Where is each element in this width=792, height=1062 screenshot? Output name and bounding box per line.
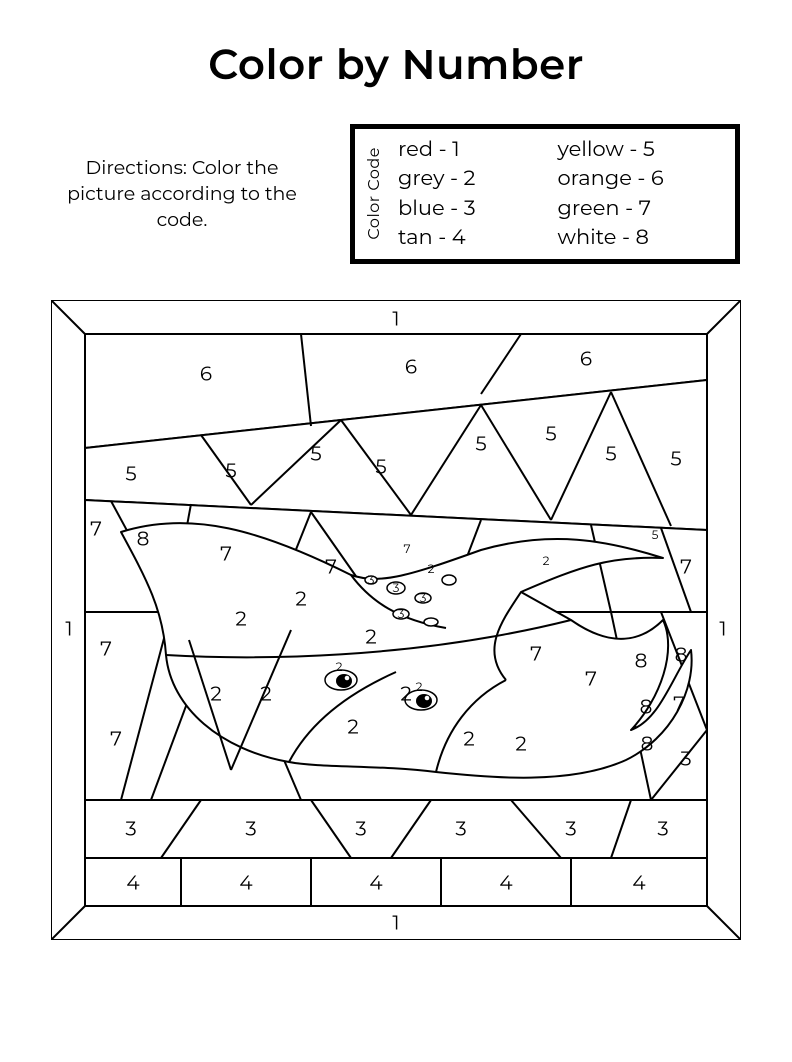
svg-text:8: 8 [640, 695, 653, 719]
svg-text:5: 5 [125, 462, 136, 486]
svg-text:2: 2 [260, 682, 271, 706]
svg-text:3: 3 [393, 581, 400, 596]
color-code-item: grey - 2 [398, 164, 558, 193]
svg-text:3: 3 [565, 817, 576, 841]
svg-text:5: 5 [375, 455, 386, 479]
svg-text:7: 7 [90, 517, 102, 541]
color-code-col-1: red - 1grey - 2blue - 3tan - 4 [398, 135, 558, 253]
svg-text:6: 6 [200, 362, 212, 386]
color-code-item: yellow - 5 [558, 135, 718, 164]
svg-text:3: 3 [455, 817, 466, 841]
svg-text:8: 8 [635, 649, 648, 673]
svg-text:2: 2 [400, 682, 411, 706]
svg-text:8: 8 [641, 732, 654, 756]
svg-text:2: 2 [210, 682, 221, 706]
svg-text:3: 3 [368, 573, 375, 588]
svg-text:7: 7 [220, 542, 232, 566]
color-code-item: blue - 3 [398, 194, 558, 223]
svg-text:1: 1 [719, 617, 726, 641]
svg-text:1: 1 [392, 911, 399, 935]
svg-text:6: 6 [580, 347, 592, 371]
directions-text: Directions: Color the picture according … [52, 155, 312, 232]
svg-text:2: 2 [543, 554, 550, 569]
svg-text:2: 2 [463, 727, 474, 751]
svg-text:2: 2 [515, 732, 526, 756]
svg-text:3: 3 [125, 817, 136, 841]
svg-text:2: 2 [347, 715, 358, 739]
svg-text:5: 5 [605, 442, 616, 466]
page-title: Color by Number [0, 38, 792, 90]
svg-text:6: 6 [405, 355, 417, 379]
svg-text:4: 4 [632, 871, 645, 895]
color-code-label: Color Code [361, 135, 384, 253]
svg-text:1: 1 [392, 307, 399, 331]
svg-text:2: 2 [416, 680, 423, 695]
svg-text:3: 3 [398, 607, 405, 622]
svg-text:2: 2 [365, 625, 376, 649]
svg-text:5: 5 [545, 422, 556, 446]
svg-text:5: 5 [225, 459, 236, 483]
svg-text:7: 7 [403, 542, 410, 557]
coloring-picture: 3333221111666555555557877577787333333344… [51, 300, 741, 940]
svg-text:3: 3 [680, 747, 691, 771]
svg-text:4: 4 [499, 871, 512, 895]
svg-text:7: 7 [680, 555, 692, 579]
svg-text:7: 7 [530, 642, 542, 666]
svg-text:5: 5 [310, 442, 321, 466]
svg-text:2: 2 [295, 587, 306, 611]
svg-text:7: 7 [585, 667, 597, 691]
svg-text:7: 7 [110, 727, 122, 751]
svg-text:5: 5 [670, 447, 681, 471]
color-code-item: red - 1 [398, 135, 558, 164]
color-code-item: orange - 6 [558, 164, 718, 193]
svg-text:7: 7 [673, 692, 685, 716]
svg-text:2: 2 [336, 660, 343, 675]
color-code-item: green - 7 [558, 194, 718, 223]
svg-text:5: 5 [652, 528, 659, 543]
svg-text:3: 3 [355, 817, 366, 841]
svg-text:2: 2 [428, 562, 435, 577]
svg-text:5: 5 [475, 432, 486, 456]
svg-text:8: 8 [137, 527, 150, 551]
svg-text:4: 4 [369, 871, 382, 895]
svg-text:4: 4 [126, 871, 139, 895]
svg-text:3: 3 [420, 591, 427, 606]
svg-text:2: 2 [235, 607, 246, 631]
svg-text:3: 3 [657, 817, 668, 841]
color-code-col-2: yellow - 5orange - 6green - 7white - 8 [558, 135, 718, 253]
svg-text:8: 8 [675, 643, 688, 667]
color-code-box: Color Code red - 1grey - 2blue - 3tan - … [350, 124, 740, 264]
svg-text:1: 1 [65, 617, 72, 641]
color-code-item: white - 8 [558, 223, 718, 252]
instructions-row: Directions: Color the picture according … [0, 124, 792, 264]
svg-text:7: 7 [325, 555, 337, 579]
color-code-item: tan - 4 [398, 223, 558, 252]
svg-text:3: 3 [245, 817, 256, 841]
svg-text:7: 7 [100, 637, 112, 661]
svg-text:4: 4 [239, 871, 252, 895]
